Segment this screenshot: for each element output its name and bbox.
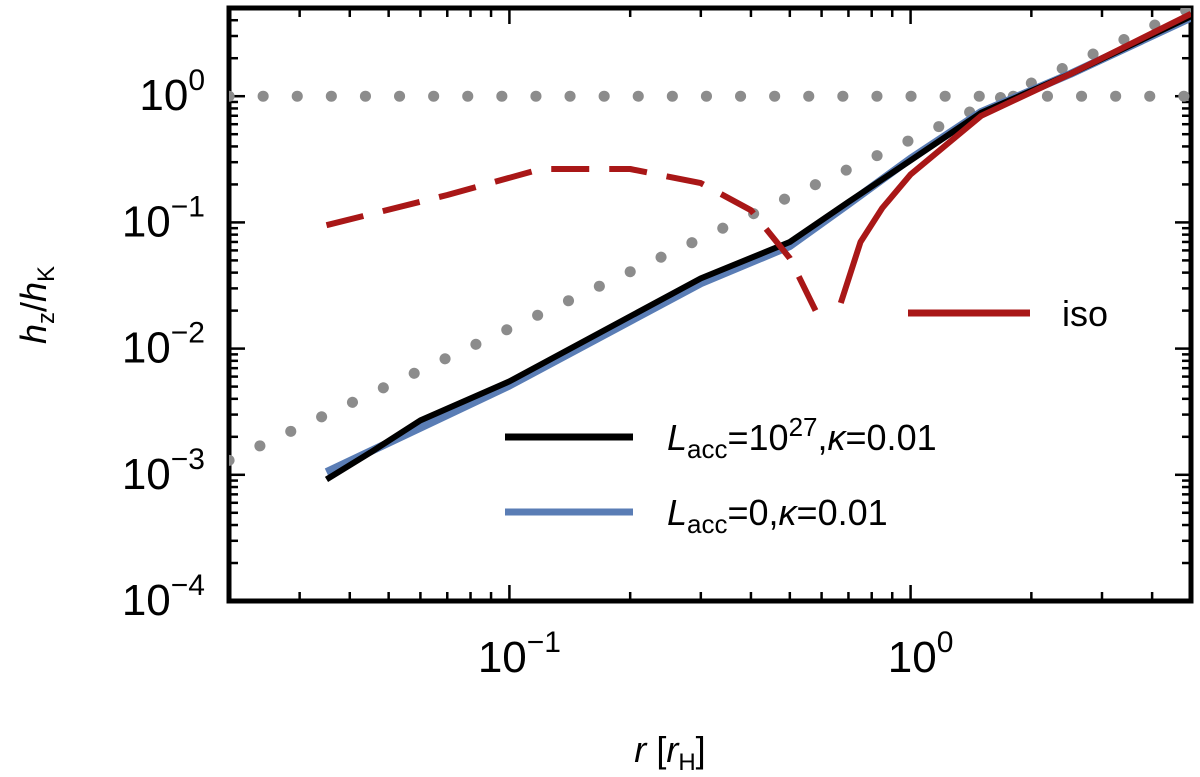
y-tick-label: 10−2 [122, 317, 205, 373]
x-axis-label: r [rH] [634, 729, 705, 776]
y-tick-label: 10−3 [122, 443, 205, 499]
legend-label-lacc0: Lacc=0,κ=0.01 [667, 492, 888, 539]
legend-label-iso: iso [1062, 293, 1108, 334]
x-tick-labels: 10−1 100 [478, 626, 954, 682]
y-tick-labels: 10−4 10−3 10−2 10−1 100 [122, 64, 205, 625]
x-tick-label: 10−1 [478, 626, 561, 682]
y-tick-label: 10−1 [122, 190, 205, 246]
series-iso [837, 11, 1191, 304]
y-axis-label: hz/hK [13, 266, 60, 344]
series-iso-dashed [325, 166, 825, 325]
y-tick-label: 10−4 [122, 569, 205, 625]
series-layer [229, 8, 1191, 482]
plot-frame [226, 5, 1194, 604]
series-ref-diagonal [229, 8, 1191, 466]
legend-label-lacc27: Lacc=1027,κ=0.01 [667, 412, 937, 464]
legend: iso Lacc=1027,κ=0.01 Lacc=0,κ=0.01 [505, 293, 1108, 539]
x-tick-label: 100 [888, 626, 954, 682]
y-tick-label: 100 [139, 64, 205, 120]
axis-ticks [227, 6, 1193, 603]
